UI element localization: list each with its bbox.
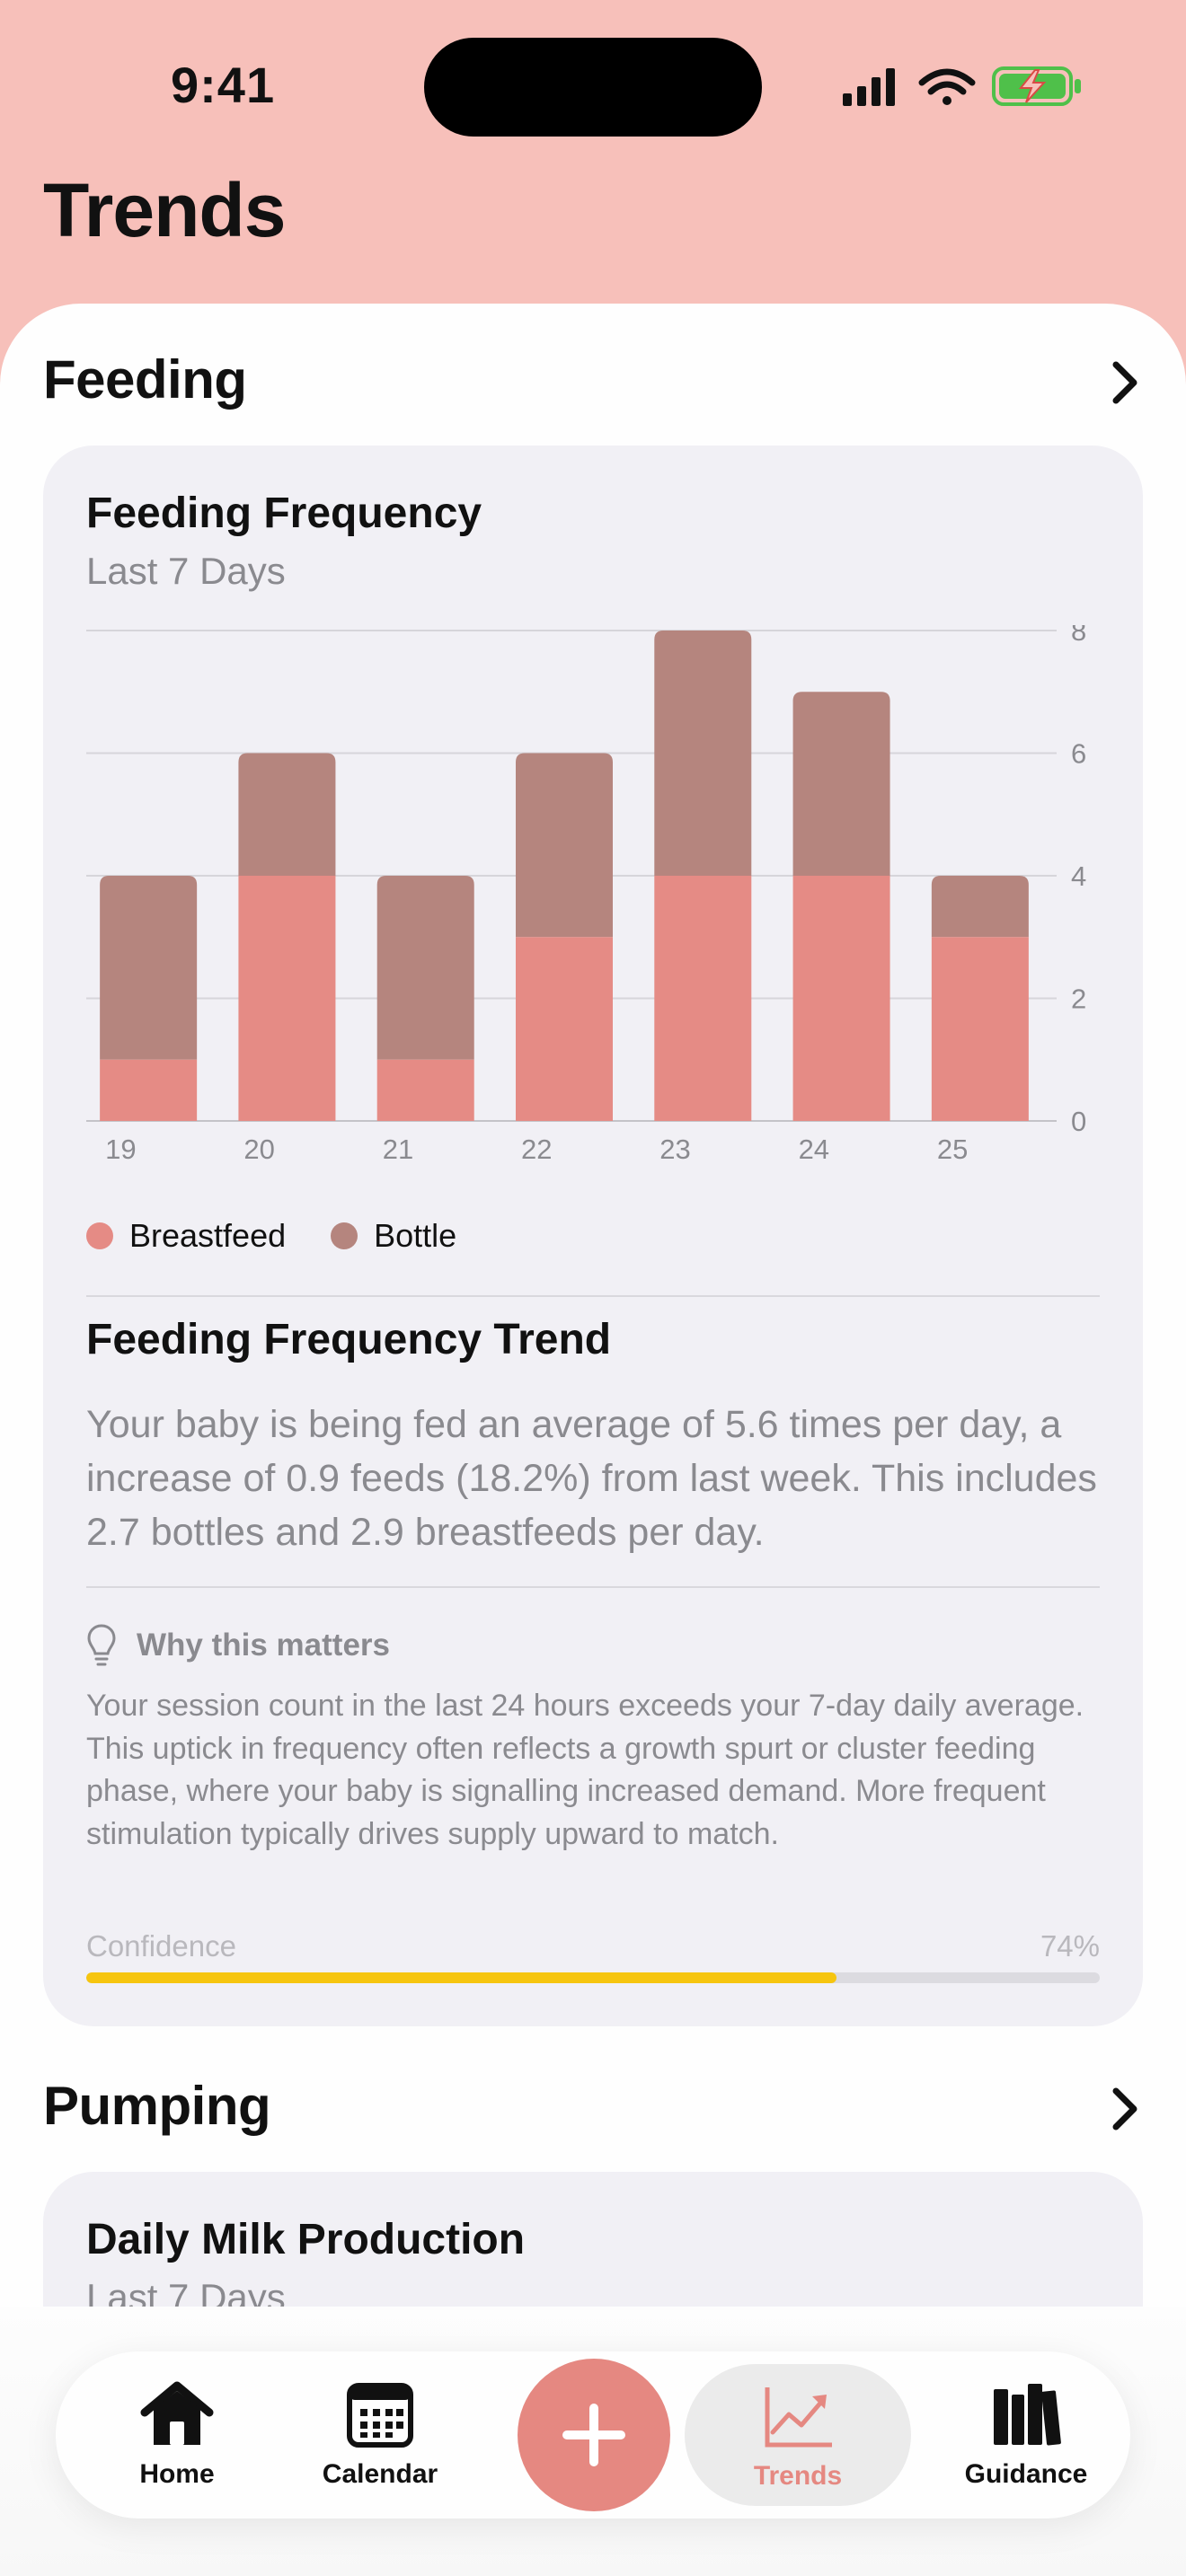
calendar-icon xyxy=(347,2383,413,2448)
chevron-right-icon[interactable] xyxy=(1107,357,1143,408)
feeding-section-header[interactable]: Feeding xyxy=(43,348,1143,420)
wifi-icon xyxy=(918,68,976,105)
bar-bottle xyxy=(931,876,1029,938)
x-tick-label: 20 xyxy=(243,1134,274,1165)
chevron-right-icon[interactable] xyxy=(1107,2084,1143,2134)
battery-charging-icon xyxy=(992,66,1081,106)
bar-bottle xyxy=(654,631,752,876)
legend-label-bottle: Bottle xyxy=(374,1217,457,1254)
tab-label: Calendar xyxy=(322,2459,438,2489)
y-tick-label: 4 xyxy=(1071,860,1086,892)
plus-icon xyxy=(562,2404,625,2466)
feeding-section-title: Feeding xyxy=(43,349,247,410)
bar-bottle xyxy=(238,753,336,876)
legend-label-breastfeed: Breastfeed xyxy=(129,1217,287,1254)
bar-bottle xyxy=(792,692,890,876)
confidence-value: 74% xyxy=(1040,1929,1100,1963)
confidence-bar-fill xyxy=(86,1972,836,1983)
pumping-section-title: Pumping xyxy=(43,2076,271,2136)
x-tick-label: 21 xyxy=(383,1134,413,1165)
y-tick-label: 8 xyxy=(1071,625,1086,647)
tab-label: Home xyxy=(139,2459,215,2489)
trend-description: Your baby is being fed an average of 5.6… xyxy=(86,1403,1097,1554)
x-tick-label: 22 xyxy=(521,1134,552,1165)
why-label: Why this matters xyxy=(137,1628,390,1663)
bar-breastfeed xyxy=(516,937,613,1121)
bar-bottle xyxy=(100,876,198,1060)
card-title: Daily Milk Production xyxy=(86,2216,526,2263)
status-icons xyxy=(843,66,1081,106)
bar-bottle xyxy=(376,876,474,1060)
tab-bar: Home Calendar Trends xyxy=(56,2351,1130,2519)
tab-calendar[interactable]: Calendar xyxy=(313,2351,447,2519)
legend-item-breastfeed: Breastfeed xyxy=(86,1217,286,1255)
bar-breastfeed xyxy=(654,876,752,1121)
dynamic-island xyxy=(424,38,762,137)
y-tick-label: 6 xyxy=(1071,738,1086,770)
confidence-bar xyxy=(86,1972,1100,1983)
divider xyxy=(86,1295,1100,1297)
bar-bottle xyxy=(516,753,613,938)
cellular-signal-icon xyxy=(843,68,895,106)
add-entry-button[interactable] xyxy=(518,2359,670,2511)
feeding-frequency-card[interactable]: Feeding Frequency Last 7 Days 0 2 4 6 8 19 20 2… xyxy=(43,446,1143,2026)
page-title: Trends xyxy=(43,168,286,252)
chart-icon xyxy=(765,2387,832,2448)
tab-label: Trends xyxy=(753,2461,843,2491)
legend-item-bottle: Bottle xyxy=(331,1217,456,1255)
card-title: Feeding Frequency xyxy=(86,490,482,537)
status-bar: 9:41 xyxy=(0,0,1186,171)
why-description: Your session count in the last 24 hours … xyxy=(86,1689,1084,1851)
house-icon xyxy=(140,2381,214,2445)
bar-breastfeed xyxy=(376,1059,474,1121)
legend-dot-breastfeed xyxy=(86,1222,113,1249)
bar-breastfeed xyxy=(238,876,336,1121)
x-tick-label: 25 xyxy=(937,1134,968,1165)
tab-guidance[interactable]: Guidance xyxy=(954,2351,1098,2519)
status-time: 9:41 xyxy=(171,57,276,113)
bar-breastfeed xyxy=(931,937,1029,1121)
trend-title: Feeding Frequency Trend xyxy=(86,1316,612,1363)
legend-dot-bottle xyxy=(331,1222,358,1249)
x-tick-label: 23 xyxy=(659,1134,690,1165)
y-tick-label: 2 xyxy=(1071,984,1086,1015)
tab-home[interactable]: Home xyxy=(110,2351,244,2519)
why-this-matters-header: Why this matters xyxy=(86,1620,390,1671)
lightbulb-icon xyxy=(87,1624,116,1666)
tab-label: Guidance xyxy=(964,2459,1088,2489)
confidence-label: Confidence xyxy=(86,1929,236,1963)
x-tick-label: 24 xyxy=(799,1134,829,1165)
card-subtitle: Last 7 Days xyxy=(86,550,286,592)
pumping-section-header[interactable]: Pumping xyxy=(43,2075,1143,2147)
divider xyxy=(86,1586,1100,1588)
tab-trends[interactable]: Trends xyxy=(685,2364,911,2506)
bar-breastfeed xyxy=(792,876,890,1121)
bar-breastfeed xyxy=(100,1059,198,1121)
content-sheet: Feeding Feeding Frequency Last 7 Days 0 2… xyxy=(0,304,1186,2576)
y-tick-label: 0 xyxy=(1071,1106,1086,1137)
books-icon xyxy=(994,2384,1061,2446)
chart-legend: Breastfeed Bottle xyxy=(86,1209,501,1263)
x-tick-label: 19 xyxy=(105,1134,136,1165)
